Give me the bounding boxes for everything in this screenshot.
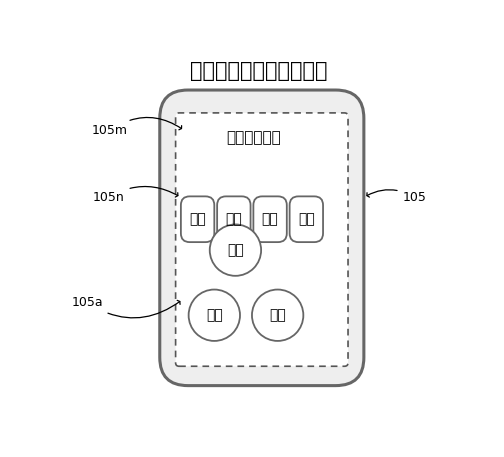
Text: 運転: 運転 [206, 308, 223, 322]
Text: 105n: 105n [93, 186, 178, 204]
Text: 運転操作画面: 運転操作画面 [226, 130, 281, 145]
Text: 105: 105 [367, 190, 426, 204]
Text: 105m: 105m [92, 117, 181, 137]
Text: 105a: 105a [72, 297, 180, 318]
Text: 暖房: 暖房 [189, 212, 206, 226]
Circle shape [252, 290, 303, 341]
Text: 涼風: 涼風 [262, 212, 279, 226]
Circle shape [210, 224, 261, 276]
FancyBboxPatch shape [160, 90, 364, 386]
Text: 換気: 換気 [298, 212, 314, 226]
FancyBboxPatch shape [181, 197, 214, 242]
Text: 停止: 停止 [269, 308, 286, 322]
FancyBboxPatch shape [217, 197, 250, 242]
Circle shape [188, 290, 240, 341]
FancyBboxPatch shape [290, 197, 323, 242]
Text: 外部端末装置での表示例: 外部端末装置での表示例 [190, 61, 327, 81]
Text: 乾燥: 乾燥 [225, 212, 242, 226]
FancyBboxPatch shape [254, 197, 287, 242]
Text: 予約: 予約 [227, 243, 244, 257]
FancyBboxPatch shape [175, 113, 348, 366]
